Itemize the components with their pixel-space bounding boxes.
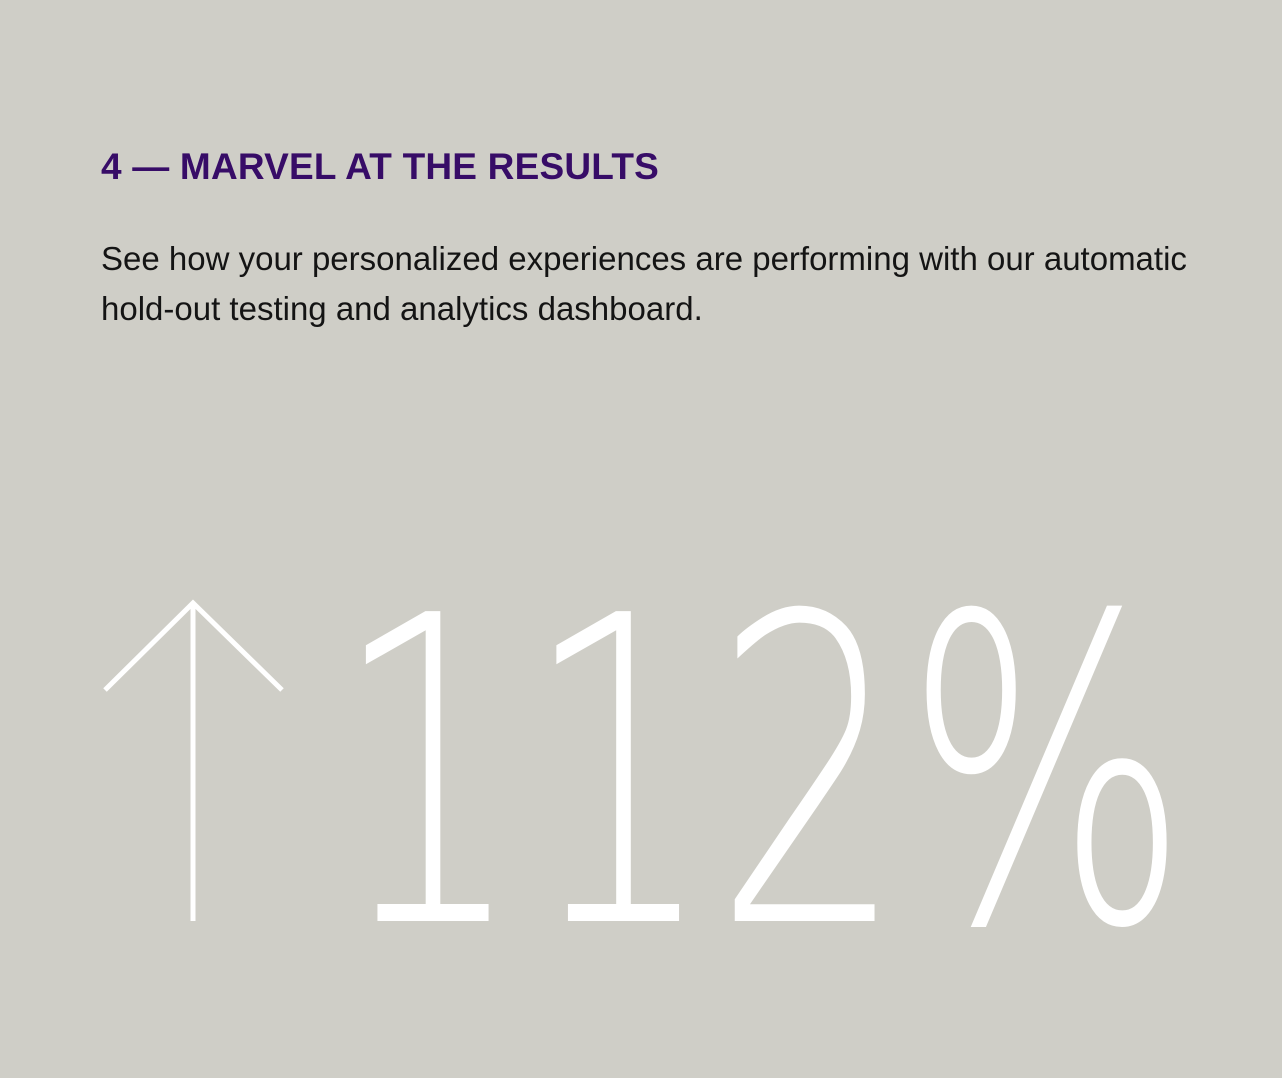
stat-value: 112% [333, 528, 1189, 1022]
section-description: See how your personalized experiences ar… [101, 240, 1187, 327]
section-heading: 4 — MARVEL AT THE RESULTS [101, 146, 659, 187]
arrow-up-icon [103, 599, 284, 921]
